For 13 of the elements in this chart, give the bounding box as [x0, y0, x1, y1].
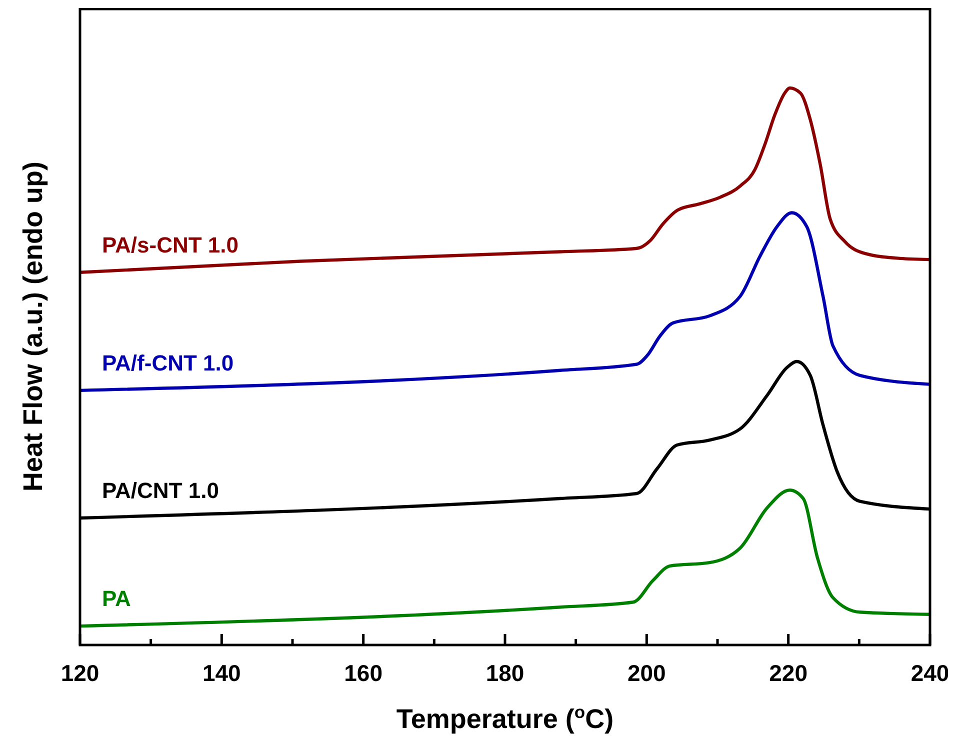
y-axis-title: Heat Flow (a.u.) (endo up) — [18, 162, 48, 492]
series-label: PA — [102, 586, 132, 612]
x-tick-label: 160 — [344, 660, 383, 686]
x-axis-title: Temperature ($^{o}$C) — [396, 702, 614, 734]
x-tick-label: 200 — [627, 660, 666, 686]
x-tick-label: 140 — [202, 660, 241, 686]
series-label: PA/CNT 1.0 — [102, 478, 219, 503]
x-tick-label: 240 — [910, 660, 950, 686]
series-label: PA/f-CNT 1.0 — [102, 350, 234, 376]
x-tick-label: 180 — [486, 660, 524, 686]
x-tick-label: 220 — [769, 660, 808, 686]
x-tick-label: 120 — [60, 660, 100, 686]
series-label: PA/s-CNT 1.0 — [102, 232, 239, 258]
